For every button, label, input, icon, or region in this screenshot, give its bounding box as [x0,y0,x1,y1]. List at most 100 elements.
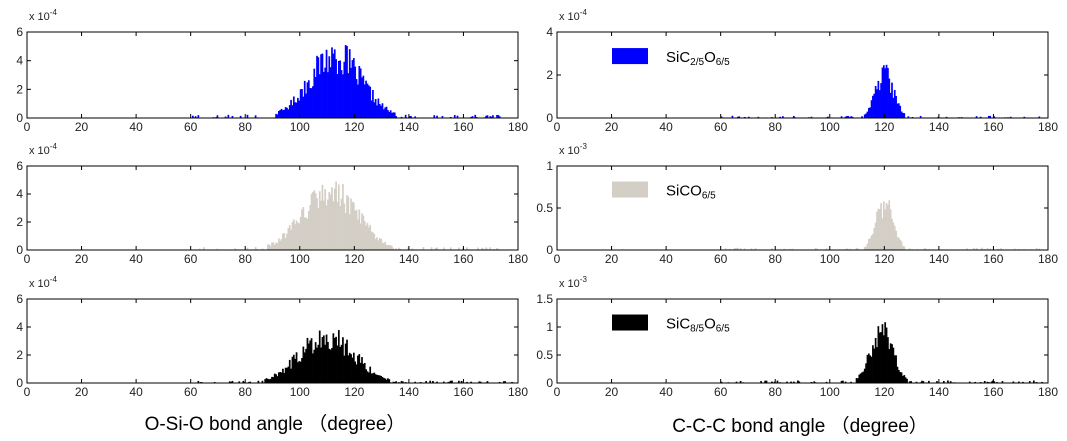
histogram-bar [305,93,307,118]
histogram-bar [197,380,200,383]
histogram-bar [504,381,507,383]
histogram-bar [318,191,321,250]
histogram-bar [286,367,288,383]
panel-right-1: 0 20 40 60 80 100 120 140 160 180 0 0.5 1 x 10-3 SiCO6… [536,142,1058,266]
histogram-bar [312,353,314,383]
x-tick-label: 80 [769,252,783,266]
histogram-bar [310,88,313,118]
histogram-bar [972,248,975,250]
histogram-bar [792,381,795,383]
x-tick-label: 140 [929,385,949,399]
histogram-bar [414,116,417,118]
histogram-bar [486,248,489,250]
histogram-bar [881,324,884,383]
histogram-bar [288,105,291,118]
y-tick-label: 2 [546,68,553,82]
histogram-bar [354,361,357,383]
histogram-bar [734,247,737,250]
histogram-bar [449,116,452,118]
histogram-bar [361,77,363,118]
histogram-bar [391,112,393,118]
histogram-bar [737,116,739,118]
histogram-bar [395,116,397,118]
histogram-bar [355,209,358,250]
histogram-bar [324,67,327,118]
x-tick-label: 0 [24,385,31,399]
histogram-bar [750,248,753,250]
histogram-bar [322,71,325,118]
y-tick-label: 0 [546,243,553,257]
histogram-bar [362,363,365,383]
histogram-bar [893,226,896,250]
histogram-bars [192,45,501,118]
histogram-bar [335,59,337,118]
histogram-bar [942,381,945,383]
histogram-bar [876,347,878,383]
histogram-bar [202,247,205,250]
histogram-bar [923,247,926,250]
histogram-bar [900,372,903,383]
histogram-bar [322,200,325,250]
histogram-bar [851,116,854,118]
histogram-bar [896,236,899,250]
y-tick-label: 0 [546,376,553,390]
histogram-bar [489,116,492,118]
histogram-bar [863,114,866,118]
histogram-bar [872,345,874,383]
histogram-bar [294,358,297,383]
histogram-bar [380,238,382,250]
histogram-bar [392,248,395,250]
histogram-bar [273,373,276,383]
histogram-bar [724,248,727,250]
y-exponent-label: x 10-4 [29,8,57,23]
x-tick-label: 100 [290,120,310,134]
histogram-bar [1038,248,1041,250]
histogram-bar [272,242,275,250]
histogram-bar [859,373,862,383]
histogram-bar [747,116,750,118]
histogram-bar [361,357,363,383]
histogram-bar [297,362,299,383]
histogram-bar [286,233,288,250]
histogram-bar [937,116,940,118]
histogram-bar [267,378,269,383]
histogram-bars [720,64,1041,118]
histogram-bar [384,378,387,383]
histogram-bar [790,381,792,383]
histogram-bar [493,248,496,250]
x-tick-label: 120 [344,120,364,134]
histogram-bar [889,343,892,383]
x-tick-label: 20 [75,120,89,134]
legend: SiCO6/5 [612,181,716,202]
histogram-bar [496,115,498,118]
histogram-bar [388,245,391,250]
histogram-bar [299,217,302,250]
histogram-bar [302,346,305,383]
histogram-bar [331,187,333,250]
histogram-bar [885,327,888,383]
histogram-bar [312,86,314,118]
histogram-bar [303,80,306,118]
histogram-bar [316,198,318,250]
histogram-bar [337,184,340,250]
histogram-bar [993,381,996,383]
histogram-bar [449,380,452,383]
histogram-bar [882,65,885,118]
histogram-bar [381,242,384,250]
histogram-bar [975,116,978,118]
histogram-bar [889,92,892,118]
histogram-bar [382,109,385,118]
x-tick-label: 180 [1038,252,1058,266]
y-exponent-label: x 10-4 [559,8,587,23]
histogram-bar [265,378,268,383]
histogram-bar [327,72,329,118]
histogram-bar [878,90,881,118]
histogram-bar [339,60,342,118]
histogram-bar [846,116,848,118]
histogram-bar [425,381,427,383]
histogram-bar [287,227,290,250]
panel-left-0: 0 20 40 60 80 100 120 140 160 180 0 2 4 6 x 10-4 [16,8,528,134]
histogram-bar [320,54,322,118]
histogram-bar [282,110,284,118]
y-tick-label: 6 [16,292,23,306]
